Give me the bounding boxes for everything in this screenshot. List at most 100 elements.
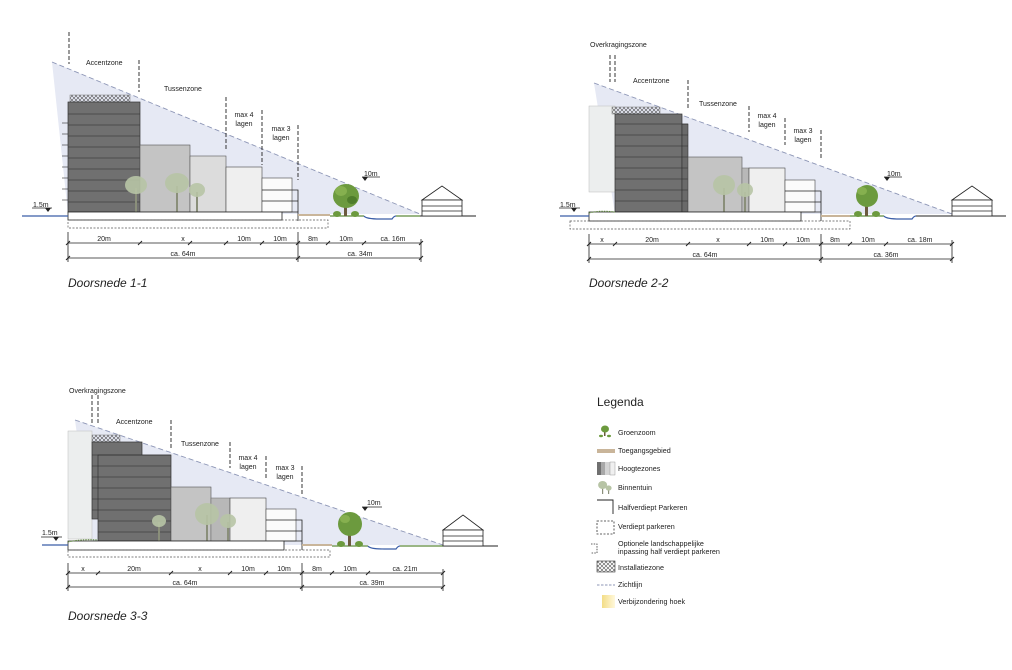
legend-label-2: inpassing half verdiept parkeren [618, 547, 720, 556]
zone-tussen-label: Tussenzone [699, 101, 737, 108]
dim-label: 8m [830, 237, 840, 244]
dim-label: 10m [241, 566, 255, 573]
access-bar-icon [597, 449, 615, 453]
legend-label: Toegangsgebied [618, 446, 671, 455]
dim-label: ca. 64m [173, 580, 198, 587]
neighbour-house [950, 185, 994, 217]
zone-accent-label: Accentzone [86, 60, 123, 67]
right-level-label: 10m [364, 171, 378, 178]
dim-label: x [600, 237, 604, 244]
legend-label: Verdiept parkeren [618, 522, 675, 531]
half-sunken-parking [588, 211, 802, 222]
zone-max4-label: max 4 [234, 112, 253, 119]
dims-row-1: x 20m x 10m 10m 8m 10m ca. 18m [600, 237, 932, 244]
dim-label: 8m [312, 566, 322, 573]
block-max3 [784, 179, 816, 213]
dim-label: ca. 21m [393, 566, 418, 573]
dim-label: x [81, 566, 85, 573]
dims-row-2: ca. 64m ca. 34m [171, 251, 373, 258]
dim-label: 10m [760, 237, 774, 244]
half-sunken-parking-icon [597, 499, 614, 514]
dim-label: ca. 34m [348, 251, 373, 258]
legend-item: Toegangsgebied [597, 446, 671, 455]
dims-row-1: 20m x 10m 10m 8m 10m ca. 16m [97, 236, 405, 243]
legend-title: Legenda [597, 395, 644, 409]
sunken-parking [67, 549, 331, 558]
dim-label: ca. 36m [874, 252, 899, 259]
legend-label: Binnentuin [618, 483, 652, 492]
zone-tussen-label: Tussenzone [164, 86, 202, 93]
dim-label: 10m [273, 236, 287, 243]
block-max3 [261, 177, 293, 213]
legend-item: Optionele landschappelijke inpassing hal… [591, 539, 720, 556]
installation-zone [91, 434, 121, 443]
dim-label: 20m [127, 566, 141, 573]
courtyard-tree-icon [598, 481, 612, 494]
zone-overkraging-label: Overkragingszone [590, 42, 647, 49]
dims-row-1: x 20m x 10m 10m 8m 10m ca. 21m [81, 566, 417, 573]
section-caption: Doorsnede 1-1 [68, 276, 147, 290]
section-caption: Doorsnede 3-3 [68, 609, 148, 623]
tree-icon [333, 184, 359, 217]
tree-icon [337, 512, 363, 547]
zone-accent-label: Accentzone [116, 419, 153, 426]
legend-item: Verbijzondering hoek [602, 595, 686, 608]
dims-row-2: ca. 64m ca. 39m [173, 580, 385, 587]
sightline [74, 419, 444, 546]
tower-block [614, 113, 683, 213]
dim-label: x [716, 237, 720, 244]
dim-label: 20m [645, 237, 659, 244]
zone-tussen-label: Tussenzone [181, 441, 219, 448]
dim-label: ca. 39m [360, 580, 385, 587]
section-2: Overkragingszone Accentzone Tussenzone m… [559, 42, 1006, 290]
zone-overkraging-label: Overkragingszone [69, 388, 126, 395]
dim-label: 10m [277, 566, 291, 573]
neighbour-house [420, 185, 464, 217]
courtyard-trees [152, 503, 236, 541]
dim-label: 10m [339, 236, 353, 243]
legend-item: Installatiezone [596, 560, 664, 573]
zone-max4-label-2: lagen [235, 121, 252, 128]
overhang-zone [67, 430, 93, 540]
dim-label: 10m [796, 237, 810, 244]
neighbour-house [441, 514, 485, 547]
optional-parking-icon [591, 543, 598, 554]
legend-label: Halfverdiept Parkeren [618, 503, 688, 512]
section-caption: Doorsnede 2-2 [589, 276, 669, 290]
left-level-label: 1.5m [560, 202, 576, 209]
courtyard-trees [125, 173, 205, 212]
corner-emphasis-icon [602, 595, 615, 608]
half-sunken-parking [67, 540, 285, 551]
legend-item: Hoogtezones [597, 461, 661, 476]
section-1: Accentzone Tussenzone max 4 lagen max 3 … [22, 32, 476, 290]
dim-label: 10m [343, 566, 357, 573]
dim-label: 10m [237, 236, 251, 243]
dim-label: ca. 64m [693, 252, 718, 259]
zone-max3-label: max 3 [271, 126, 290, 133]
legend: Legenda Groenzoom Toegangsgebied Hoogtez… [591, 395, 720, 608]
legend-label: Groenzoom [618, 428, 656, 437]
dim-label: x [181, 236, 185, 243]
dim-label: ca. 16m [381, 236, 406, 243]
legend-item: Halfverdiept Parkeren [597, 499, 688, 514]
sunken-parking-icon [596, 520, 615, 535]
zone-max3-label: max 3 [793, 128, 812, 135]
dim-label: 10m [861, 237, 875, 244]
legend-item: Groenzoom [599, 425, 656, 438]
left-level-label: 1.5m [42, 530, 58, 537]
dim-label: 20m [97, 236, 111, 243]
zone-max3-label: max 3 [275, 465, 294, 472]
zone-max4-label: max 4 [757, 113, 776, 120]
dim-label: 8m [308, 236, 318, 243]
legend-label: Verbijzondering hoek [618, 597, 686, 606]
zone-max4-label-2: lagen [239, 464, 256, 471]
dim-label: x [198, 566, 202, 573]
right-level-label: 10m [887, 171, 901, 178]
installation-zone-icon [596, 560, 616, 573]
dims-row-2: ca. 64m ca. 36m [693, 252, 899, 259]
zone-max4-label: max 4 [238, 455, 257, 462]
zone-max3-label-2: lagen [272, 135, 289, 142]
dim-label: ca. 18m [908, 237, 933, 244]
zone-max3-label-2: lagen [276, 474, 293, 481]
